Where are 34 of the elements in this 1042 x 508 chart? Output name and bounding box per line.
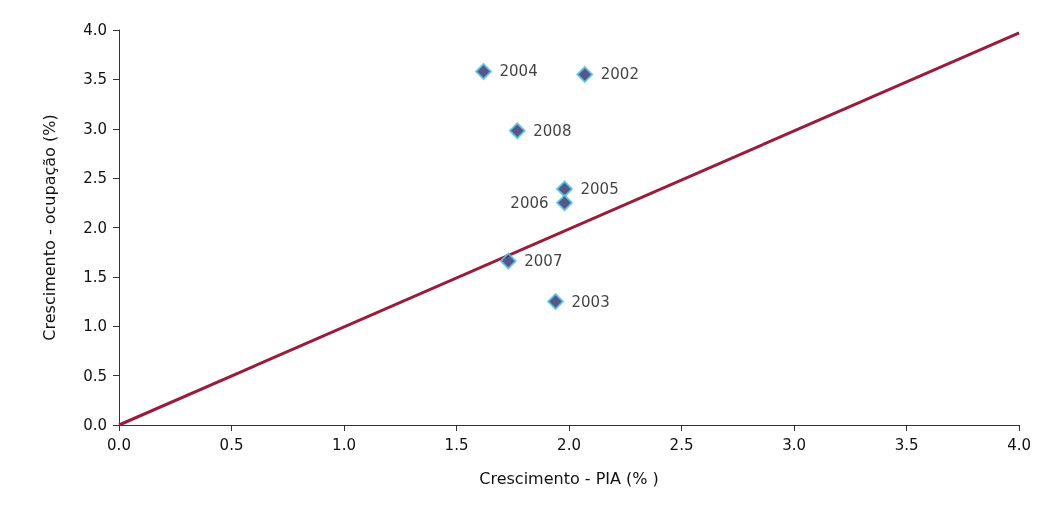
annotation: 2006 bbox=[510, 193, 549, 212]
annotation: 2008 bbox=[533, 121, 572, 140]
y-tick-label: 1.0 bbox=[83, 317, 107, 336]
y-axis-title: Crescimento - ocupação (%) bbox=[39, 114, 59, 341]
y-tick-label: 3.0 bbox=[83, 119, 107, 138]
y-tick-label: 1.5 bbox=[83, 267, 107, 286]
point bbox=[508, 122, 526, 140]
point bbox=[556, 194, 574, 212]
x-tick-label: 1.0 bbox=[332, 435, 356, 454]
annotation: 2003 bbox=[571, 292, 610, 311]
y-tick-label: 4.0 bbox=[83, 21, 107, 39]
x-tick-label: 4.0 bbox=[1007, 435, 1031, 454]
x-tick-label: 3.0 bbox=[782, 435, 806, 454]
annotation: 2007 bbox=[524, 252, 563, 271]
annotation: 2002 bbox=[600, 65, 639, 84]
annotation: 2004 bbox=[499, 62, 538, 81]
y-tick-label: 2.5 bbox=[83, 169, 107, 188]
x-tick-label: 2.5 bbox=[669, 435, 694, 454]
point bbox=[576, 65, 594, 83]
x-tick-label: 0.0 bbox=[107, 435, 131, 454]
x-tick-label: 3.5 bbox=[894, 435, 919, 454]
point bbox=[556, 180, 574, 198]
point bbox=[499, 252, 517, 270]
x-tick-label: 1.5 bbox=[444, 435, 469, 454]
y-tick-label: 3.5 bbox=[83, 70, 107, 89]
point bbox=[547, 293, 565, 311]
y-tick-label: 0.0 bbox=[83, 416, 107, 434]
x-tick-label: 2.0 bbox=[557, 435, 581, 454]
point bbox=[475, 62, 493, 80]
y-tick-label: 0.5 bbox=[83, 366, 107, 385]
x-axis-title: Crescimento - PIA (% ) bbox=[479, 468, 659, 488]
y-tick-label: 2.0 bbox=[83, 218, 107, 237]
annotation: 2005 bbox=[580, 179, 619, 198]
x-tick-label: 0.5 bbox=[219, 435, 244, 454]
